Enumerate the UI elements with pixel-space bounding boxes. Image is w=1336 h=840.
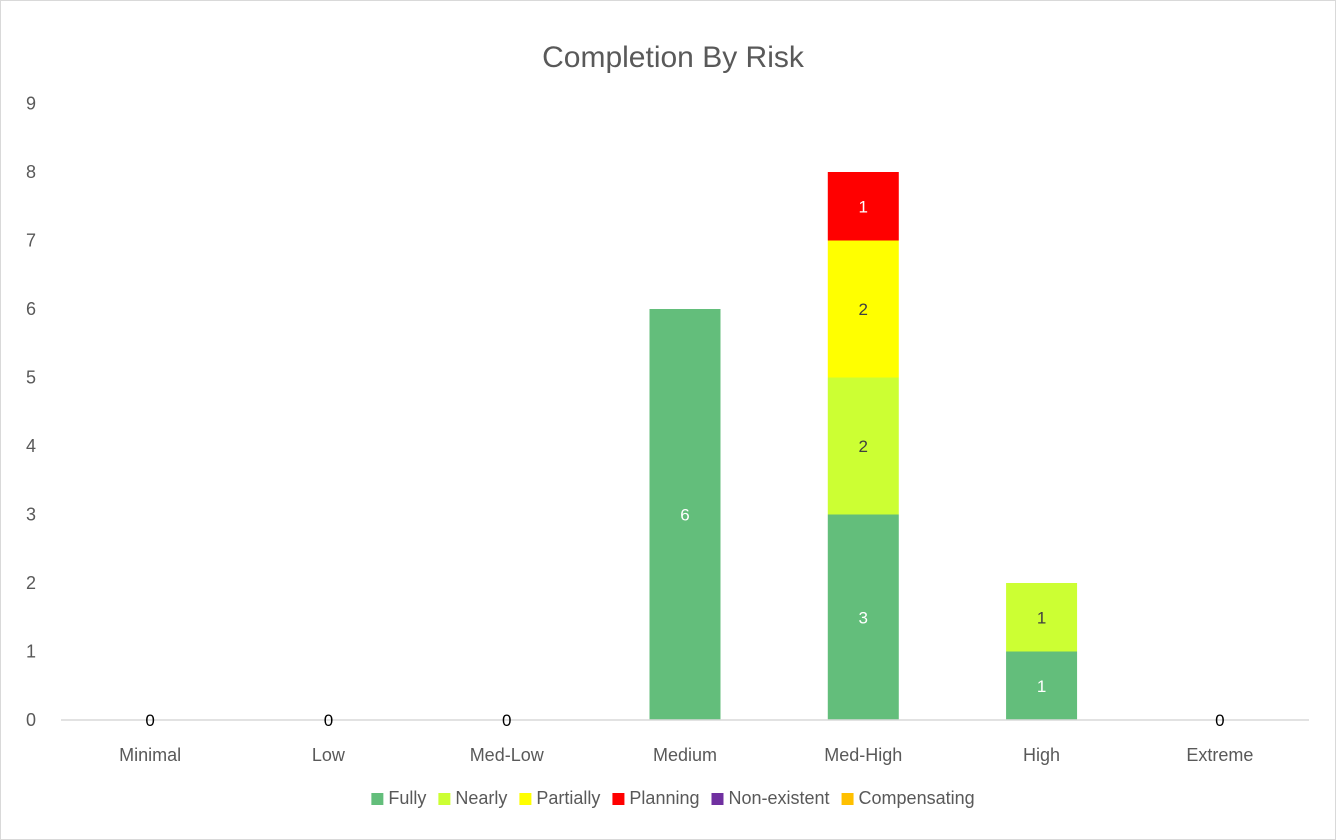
y-tick-label: 4 — [26, 436, 36, 456]
data-label: 1 — [859, 197, 868, 216]
data-label: 2 — [859, 300, 868, 319]
y-tick-label: 2 — [26, 573, 36, 593]
zero-data-label: 0 — [502, 711, 511, 730]
legend: Fully Nearly Partially Planning Non-existent… — [371, 788, 975, 808]
legend-label: Fully — [388, 788, 426, 808]
bar-segment — [827, 172, 899, 241]
legend-item: Non-existent — [711, 788, 830, 808]
legend-label: Compensating — [859, 788, 975, 808]
bar-segment — [649, 309, 721, 720]
zero-data-label: 0 — [324, 711, 333, 730]
bar-segment — [827, 377, 899, 515]
chart-title: Completion By Risk — [542, 41, 805, 74]
legend-swatch — [711, 793, 724, 805]
y-tick-label: 9 — [26, 94, 36, 114]
legend-label: Partially — [536, 788, 600, 808]
legend-label: Planning — [629, 788, 699, 808]
x-tick-label: Medium — [653, 745, 717, 765]
x-tick-label: Med-Low — [470, 745, 545, 765]
y-tick-label: 8 — [26, 162, 36, 182]
bar-segment — [1006, 651, 1078, 720]
data-label: 2 — [859, 437, 868, 456]
y-tick-label: 0 — [26, 710, 36, 730]
legend-item: Partially — [519, 788, 600, 808]
legend-item: Compensating — [841, 788, 975, 808]
y-axis-ticks: 0 1 2 3 4 5 6 7 8 9 — [26, 94, 36, 731]
x-tick-label: High — [1023, 745, 1060, 765]
legend-swatch — [371, 793, 384, 805]
data-label: 1 — [1037, 677, 1046, 696]
legend-item: Nearly — [438, 788, 507, 808]
data-label: 3 — [859, 608, 868, 627]
data-label: 1 — [1037, 608, 1046, 627]
legend-swatch — [438, 793, 451, 805]
y-tick-label: 6 — [26, 299, 36, 319]
y-tick-label: 7 — [26, 231, 36, 251]
x-tick-label: Low — [312, 745, 346, 765]
bar-segment — [827, 514, 899, 720]
bar-segment — [1006, 583, 1078, 652]
x-tick-label: Med-High — [824, 745, 902, 765]
legend-item: Planning — [612, 788, 699, 808]
zero-labels: 0 0 0 0 — [145, 711, 1224, 730]
legend-swatch — [519, 793, 532, 805]
data-label: 6 — [680, 506, 689, 525]
bar-segment — [827, 240, 899, 378]
y-tick-label: 5 — [26, 368, 36, 388]
y-tick-label: 3 — [26, 505, 36, 525]
zero-data-label: 0 — [145, 711, 154, 730]
legend-label: Non-existent — [728, 788, 829, 808]
legend-label: Nearly — [455, 788, 507, 808]
x-axis-ticks: Minimal Low Med-Low Medium Med-High High Extre… — [119, 745, 1253, 765]
y-tick-label: 1 — [26, 642, 36, 662]
bars: 6 3 2 2 1 1 1 — [649, 172, 1078, 720]
zero-data-label: 0 — [1215, 711, 1224, 730]
x-tick-label: Extreme — [1186, 745, 1253, 765]
x-tick-label: Minimal — [119, 745, 181, 765]
legend-swatch — [612, 793, 625, 805]
legend-swatch — [841, 793, 854, 805]
legend-item: Fully — [371, 788, 426, 808]
